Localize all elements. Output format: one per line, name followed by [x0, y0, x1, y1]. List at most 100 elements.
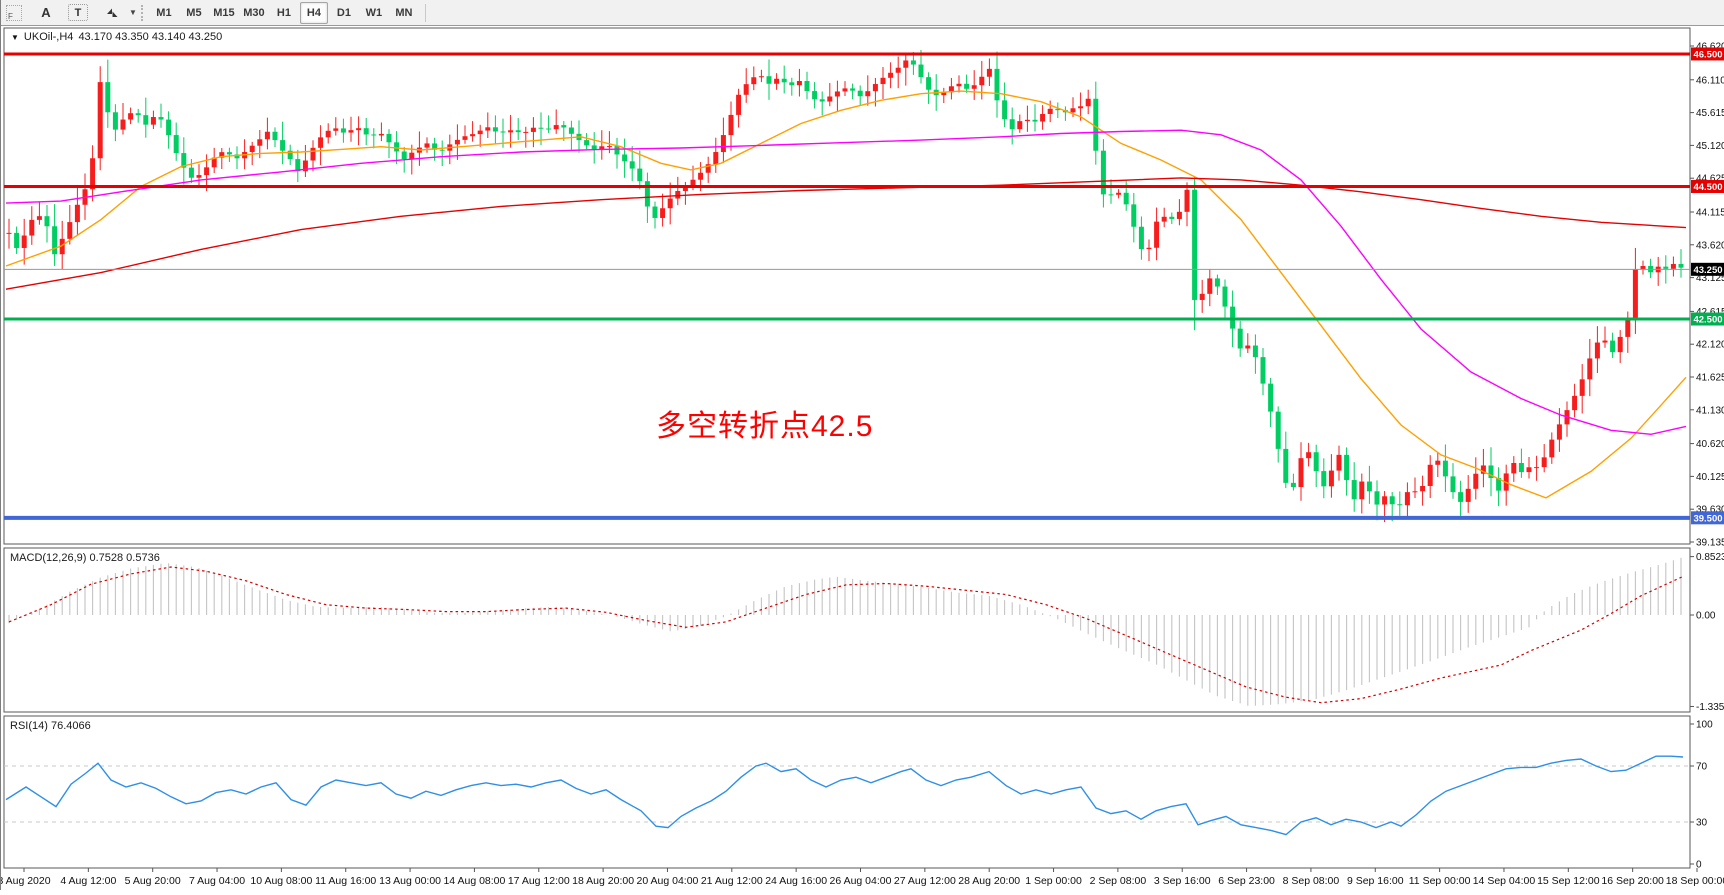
- price-badge-44.500: [1691, 179, 1724, 193]
- ma-fast-orange: [5, 90, 1687, 499]
- rsi-line: [5, 755, 1684, 836]
- main-panel[interactable]: [3, 27, 1691, 545]
- objects-tool-button[interactable]: [96, 2, 128, 24]
- chart-header: ▼ UKOil-,H4 43.170 43.350 43.140 43.250: [11, 31, 222, 43]
- svg-text:11 Aug 16:00: 11 Aug 16:00: [315, 875, 376, 887]
- svg-text:26 Aug 04:00: 26 Aug 04:00: [830, 875, 892, 887]
- symbol-dropdown-icon[interactable]: ▼: [11, 32, 19, 42]
- svg-text:46.110: 46.110: [1696, 75, 1724, 86]
- rsi-panel[interactable]: [3, 715, 1691, 869]
- toolbar-handle-icon[interactable]: F: [6, 4, 22, 21]
- timeframe-button-h4[interactable]: H4: [299, 1, 328, 24]
- svg-text:15 Sep 12:00: 15 Sep 12:00: [1537, 875, 1600, 887]
- svg-text:18 Aug 20:00: 18 Aug 20:00: [572, 875, 634, 887]
- svg-text:17 Aug 12:00: 17 Aug 12:00: [508, 875, 570, 887]
- svg-text:11 Sep 00:00: 11 Sep 00:00: [1409, 875, 1471, 887]
- svg-text:4 Aug 12:00: 4 Aug 12:00: [60, 875, 116, 887]
- svg-text:27 Aug 12:00: 27 Aug 12:00: [894, 875, 956, 887]
- price-axis[interactable]: 46.620 46.110 45.615 45.120 44.625 44.115 43.6…: [1690, 42, 1724, 871]
- svg-text:42.615: 42.615: [1696, 307, 1724, 318]
- price-badge-43.250: [1691, 262, 1724, 276]
- macd-signal-line: [8, 566, 1685, 704]
- svg-text:70: 70: [1696, 762, 1708, 773]
- svg-text:6 Sep 23:00: 6 Sep 23:00: [1218, 875, 1275, 887]
- svg-text:42.500: 42.500: [1693, 315, 1722, 326]
- macd-indicator-label: MACD(12,26,9) 0.7528 0.5736: [10, 552, 160, 564]
- svg-text:24 Aug 16:00: 24 Aug 16:00: [765, 875, 827, 887]
- svg-text:46.500: 46.500: [1693, 49, 1722, 60]
- chevron-down-icon[interactable]: ▼: [129, 8, 137, 17]
- svg-text:39.630: 39.630: [1696, 505, 1724, 516]
- svg-text:45.120: 45.120: [1696, 141, 1724, 152]
- svg-text:41.130: 41.130: [1696, 405, 1724, 416]
- svg-text:30: 30: [1696, 818, 1708, 829]
- svg-text:3 Sep 16:00: 3 Sep 16:00: [1154, 875, 1211, 887]
- svg-text:100: 100: [1696, 720, 1713, 731]
- svg-text:16 Sep 20:00: 16 Sep 20:00: [1601, 875, 1664, 887]
- svg-text:44.115: 44.115: [1696, 207, 1724, 218]
- svg-text:40.125: 40.125: [1696, 472, 1724, 483]
- svg-text:0.8523: 0.8523: [1696, 552, 1724, 563]
- toolbar: F A T ▼ M1 M5 M15 M30 H1 H4 D1 W1 MN: [1, 0, 1724, 26]
- svg-text:20 Aug 04:00: 20 Aug 04:00: [637, 875, 699, 887]
- timeframe-button-m15[interactable]: M15: [213, 6, 235, 19]
- timeframe-button-d1[interactable]: D1: [336, 6, 351, 19]
- time-axis[interactable]: 3 Aug 2020 4 Aug 12:00 5 Aug 20:00 7 Aug 04…: [0, 868, 1724, 887]
- svg-text:9 Sep 16:00: 9 Sep 16:00: [1347, 875, 1404, 887]
- price-badge-42.500: [1691, 312, 1724, 326]
- svg-text:13 Aug 00:00: 13 Aug 00:00: [379, 875, 441, 887]
- timeframe-buttons: M1 M5 M15 M30 H1 H4 D1 W1 MN: [149, 1, 419, 24]
- svg-text:7 Aug 04:00: 7 Aug 04:00: [189, 875, 245, 887]
- timeframe-button-m5[interactable]: M5: [186, 6, 202, 19]
- svg-text:46.620: 46.620: [1696, 42, 1724, 53]
- ohlc-values: 43.170 43.350 43.140 43.250: [78, 31, 223, 43]
- svg-text:44.500: 44.500: [1693, 182, 1722, 193]
- svg-text:39.500: 39.500: [1693, 513, 1722, 524]
- timeframe-button-h1[interactable]: H1: [276, 6, 291, 19]
- cursor-tool-button[interactable]: A: [41, 5, 51, 20]
- text-annotation[interactable]: 多空转折点42.5: [656, 410, 874, 443]
- svg-text:2 Sep 08:00: 2 Sep 08:00: [1090, 875, 1147, 887]
- svg-text:14 Sep 04:00: 14 Sep 04:00: [1473, 875, 1536, 887]
- text-tool-button[interactable]: T: [68, 4, 88, 21]
- ma-mid-magenta: [5, 129, 1687, 436]
- macd-panel[interactable]: [3, 547, 1691, 713]
- price-badge-46.500: [1691, 47, 1724, 61]
- candles-layer: [6, 49, 1684, 523]
- svg-text:3 Aug 2020: 3 Aug 2020: [1, 875, 51, 887]
- svg-text:42.120: 42.120: [1696, 340, 1724, 351]
- svg-text:21 Aug 12:00: 21 Aug 12:00: [701, 875, 763, 887]
- svg-text:43.620: 43.620: [1696, 240, 1724, 251]
- timeframe-button-m30[interactable]: M30: [243, 6, 265, 19]
- timeframe-button-m1[interactable]: M1: [156, 6, 172, 19]
- timeframe-button-mn[interactable]: MN: [395, 6, 413, 19]
- svg-text:14 Aug 08:00: 14 Aug 08:00: [443, 875, 505, 887]
- svg-text:43.250: 43.250: [1693, 265, 1722, 276]
- toolbar-group-handle: [140, 4, 143, 21]
- svg-text:8 Sep 08:00: 8 Sep 08:00: [1283, 875, 1340, 887]
- rsi-indicator-label: RSI(14) 76.4066: [10, 720, 91, 732]
- svg-text:5 Aug 20:00: 5 Aug 20:00: [125, 875, 181, 887]
- svg-text:44.625: 44.625: [1696, 174, 1724, 185]
- svg-text:39.135: 39.135: [1696, 538, 1724, 549]
- svg-text:18 Sep 00:00: 18 Sep 00:00: [1666, 875, 1724, 887]
- price-badge-39.500: [1691, 511, 1724, 525]
- svg-text:0.00: 0.00: [1696, 611, 1716, 622]
- svg-text:0: 0: [1696, 860, 1702, 871]
- svg-text:28 Aug 20:00: 28 Aug 20:00: [958, 875, 1020, 887]
- objects-tool-icon: [107, 8, 118, 17]
- toolbar-separator: [424, 3, 426, 22]
- svg-text:10 Aug 08:00: 10 Aug 08:00: [250, 875, 312, 887]
- svg-text:40.620: 40.620: [1696, 439, 1724, 450]
- symbol-period-label: UKOil-,H4: [23, 31, 74, 43]
- svg-text:41.625: 41.625: [1696, 372, 1724, 383]
- svg-text:-1.3354: -1.3354: [1696, 702, 1724, 713]
- svg-text:1 Sep 00:00: 1 Sep 00:00: [1025, 875, 1082, 887]
- svg-text:43.125: 43.125: [1696, 273, 1724, 284]
- svg-text:45.615: 45.615: [1696, 108, 1724, 119]
- timeframe-button-w1[interactable]: W1: [365, 6, 383, 19]
- macd-histogram: [8, 557, 1682, 706]
